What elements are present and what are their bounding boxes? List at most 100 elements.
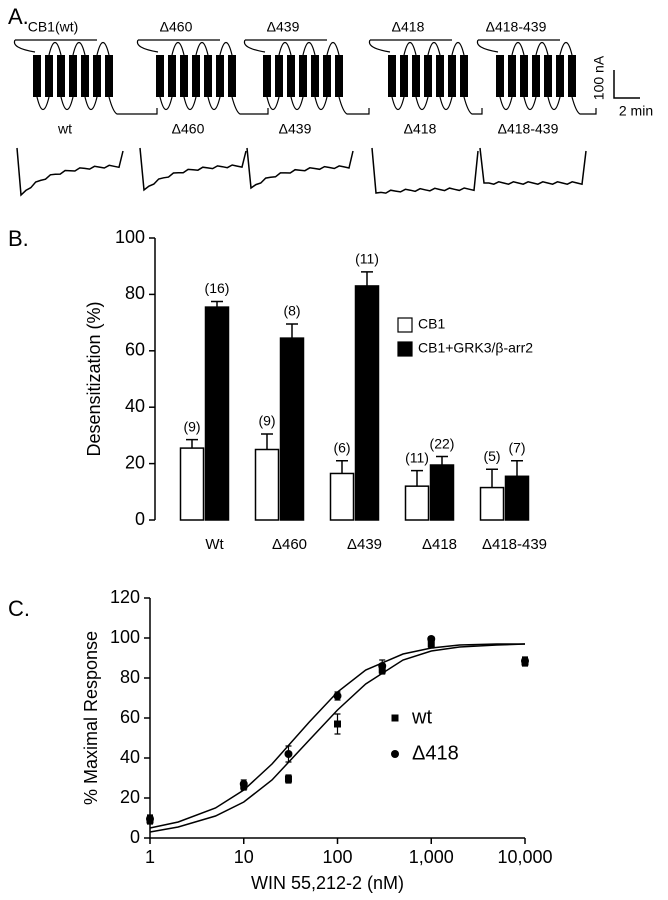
point — [284, 775, 292, 783]
point — [239, 780, 248, 788]
bar — [179, 447, 205, 521]
helix — [448, 55, 456, 97]
helix — [436, 55, 444, 97]
legend-label: wt — [411, 706, 432, 728]
helix — [496, 55, 504, 97]
x-tick-label: Wt — [205, 536, 224, 553]
x-tick-label: 1,000 — [409, 847, 454, 867]
legend-label: CB1+GRK3/β-arr2 — [418, 340, 533, 356]
point — [284, 750, 293, 758]
bar — [354, 285, 380, 521]
helix — [544, 55, 552, 97]
helix — [287, 55, 295, 97]
loops — [243, 39, 370, 115]
y-tick-label: 100 — [115, 227, 145, 247]
helix — [33, 55, 41, 97]
bar — [329, 472, 355, 521]
helix — [532, 55, 540, 97]
panel-label: B. — [8, 226, 29, 251]
x-tick-label: Δ418-439 — [482, 536, 547, 553]
bar — [479, 486, 505, 521]
helix — [180, 55, 188, 97]
y-tick-label: 40 — [120, 747, 140, 767]
y-tick-label: 80 — [125, 283, 145, 303]
helix — [460, 55, 468, 97]
trace-label: Δ460 — [172, 121, 205, 137]
helix — [335, 55, 343, 97]
helix — [299, 55, 307, 97]
y-tick-label: 40 — [125, 396, 145, 416]
helix — [412, 55, 420, 97]
construct-label: Δ418 — [392, 19, 425, 35]
legend-swatch — [397, 317, 413, 333]
helix — [45, 55, 53, 97]
helix — [263, 55, 271, 97]
x-tick-label: Δ460 — [272, 536, 307, 553]
current-trace — [139, 147, 247, 192]
bar — [429, 464, 455, 521]
helix — [400, 55, 408, 97]
y-tick-label: 60 — [120, 707, 140, 727]
legend-swatch — [397, 341, 413, 357]
y-tick-label: 0 — [130, 827, 140, 847]
helix — [156, 55, 164, 97]
construct-label: Δ460 — [160, 19, 193, 35]
error-bar — [511, 460, 523, 477]
panel-label: A. — [8, 4, 29, 29]
n-label: (11) — [355, 251, 379, 267]
legend-marker — [391, 714, 399, 722]
y-tick-label: 120 — [110, 587, 140, 607]
helix — [93, 55, 101, 97]
current-trace — [479, 147, 587, 186]
helix — [311, 55, 319, 97]
y-tick-label: 0 — [135, 509, 145, 529]
fit-curve — [149, 643, 526, 833]
y-tick-label: 60 — [125, 340, 145, 360]
current-trace — [16, 147, 124, 197]
helix — [556, 55, 564, 97]
point — [427, 640, 435, 648]
x-tick-label: Δ439 — [347, 536, 382, 553]
error-bar — [186, 438, 198, 449]
helix — [105, 55, 113, 97]
trace-label: Δ418 — [404, 121, 437, 137]
helix — [388, 55, 396, 97]
n-label: (9) — [258, 413, 275, 429]
loops — [476, 39, 597, 115]
n-label: (11) — [405, 449, 429, 465]
error-bar — [261, 433, 273, 450]
y-tick-label: 20 — [120, 787, 140, 807]
bar — [204, 306, 230, 521]
error-bar — [286, 323, 298, 339]
x-axis-label: WIN 55,212-2 (nM) — [251, 873, 404, 893]
helix — [168, 55, 176, 97]
helix — [424, 55, 432, 97]
n-label: (5) — [483, 448, 500, 464]
y-axis-label: Desensitization (%) — [84, 301, 104, 456]
loops — [13, 39, 158, 115]
y-tick-label: 100 — [110, 627, 140, 647]
bar — [279, 337, 305, 521]
helix — [204, 55, 212, 97]
point — [334, 720, 341, 728]
bar — [504, 475, 530, 521]
helix — [520, 55, 528, 97]
y-tick-label: 20 — [125, 452, 145, 472]
fit-curve — [149, 643, 525, 829]
error-bar — [436, 455, 448, 466]
legend-label: CB1 — [418, 316, 445, 332]
helix — [228, 55, 236, 97]
n-label: (9) — [183, 418, 200, 434]
x-tick-label: 10,000 — [497, 847, 552, 867]
helix — [192, 55, 200, 97]
x-tick-label: 10 — [234, 847, 254, 867]
error-bar — [361, 271, 373, 286]
y-axis-label: % Maximal Response — [81, 631, 101, 805]
panel-label: C. — [8, 596, 30, 621]
helix — [81, 55, 89, 97]
point — [521, 657, 529, 665]
current-trace — [246, 147, 354, 190]
helix — [323, 55, 331, 97]
legend-marker — [391, 750, 399, 758]
